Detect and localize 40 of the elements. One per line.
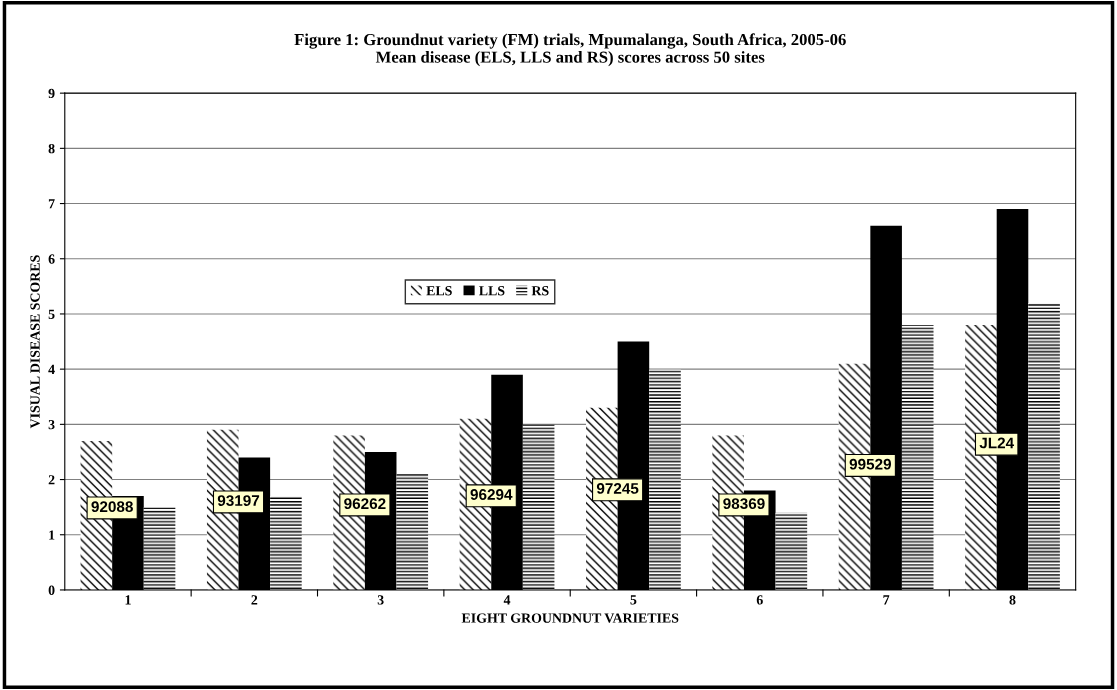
- y-tick-label: 4: [48, 364, 55, 374]
- annotation: 92088: [91, 501, 133, 513]
- y-tick-label: 7: [48, 199, 55, 209]
- x-tick-label: 6: [756, 595, 763, 605]
- y-tick-label: 8: [48, 143, 55, 154]
- chart-title: Figure 1: Groundnut variety (FM) trials, Mpumalanga, South Africa, 2005-06 Mean disease (ELS, LLS and RS) scores across 50 sites: [294, 33, 846, 67]
- y-tick-label: 2: [48, 475, 55, 485]
- y-tick-label: 3: [48, 419, 55, 430]
- x-tick-label: 4: [503, 595, 511, 605]
- annotation: 96294: [470, 489, 513, 500]
- y-tick-label: 1: [49, 530, 55, 540]
- y-axis-title: VISUAL DISEASE SCORES: [30, 255, 40, 429]
- bar: [522, 424, 555, 590]
- y-tick-label: 6: [48, 254, 55, 264]
- legend-label: LLS: [479, 286, 505, 296]
- x-tick-label: 7: [883, 595, 890, 605]
- bar: [396, 474, 429, 590]
- x-axis-title: EIGHT GROUNDNUT VARIETIES: [461, 613, 679, 623]
- y-tick-label: 5: [48, 309, 55, 319]
- annotation: 97245: [596, 483, 639, 494]
- legend-label: RS: [531, 286, 549, 296]
- x-tick-label: 2: [251, 595, 258, 605]
- x-tick-label: 3: [377, 595, 384, 605]
- legend-label: ELS: [426, 286, 452, 296]
- y-tick-label: 0: [48, 585, 55, 595]
- bar: [270, 496, 302, 590]
- y-tick-label: 9: [48, 88, 55, 99]
- x-tick-label: 8: [1009, 595, 1016, 605]
- annotation: 98369: [723, 498, 765, 510]
- annotation: 93197: [217, 495, 260, 507]
- bar: [143, 507, 176, 590]
- annotation: JL24: [979, 437, 1015, 449]
- bar: [1028, 302, 1060, 590]
- bar: [775, 512, 808, 590]
- bar: [901, 324, 934, 590]
- bar: [649, 369, 681, 590]
- annotation: 96262: [344, 498, 386, 510]
- annotation: 99529: [849, 458, 892, 470]
- x-tick-label: 1: [125, 595, 131, 605]
- x-tick-label: 5: [630, 595, 637, 605]
